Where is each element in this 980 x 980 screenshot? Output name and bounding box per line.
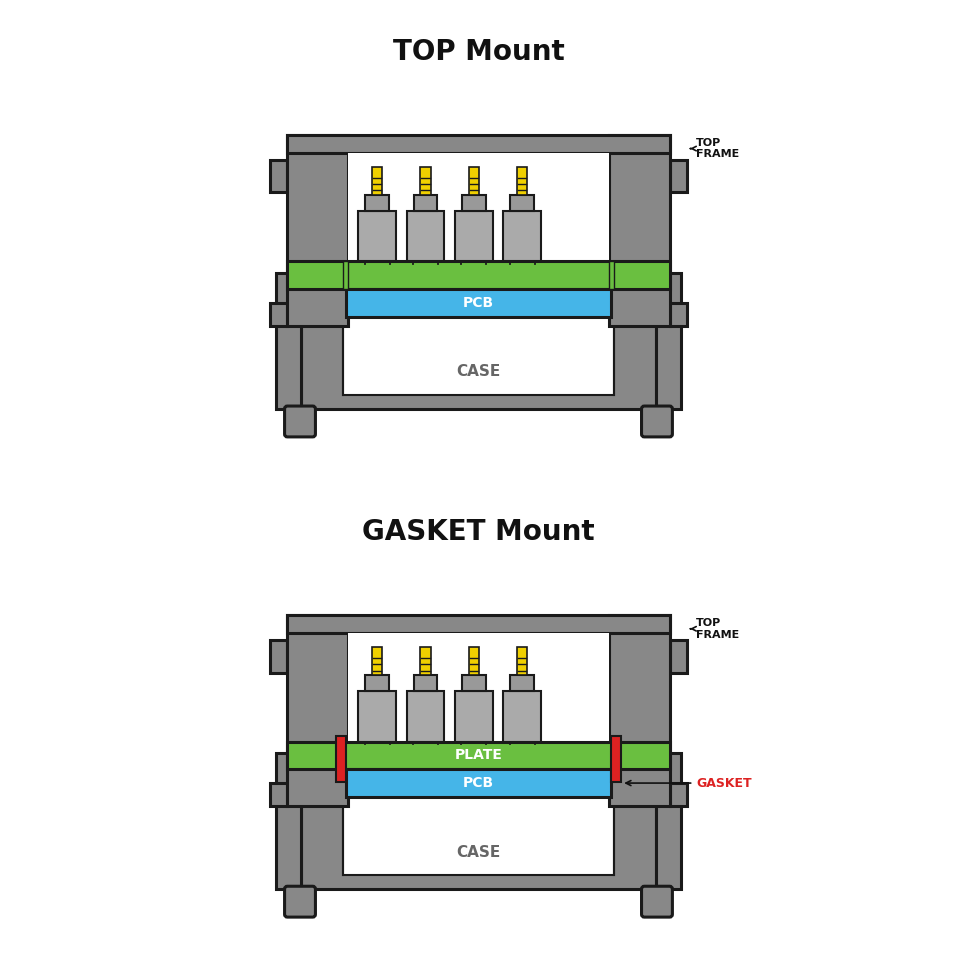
FancyBboxPatch shape [517,647,527,675]
Text: TOP Mount: TOP Mount [393,38,564,66]
FancyBboxPatch shape [642,406,672,437]
FancyBboxPatch shape [301,273,656,409]
FancyBboxPatch shape [287,134,348,326]
FancyBboxPatch shape [612,736,621,782]
FancyBboxPatch shape [669,303,687,326]
FancyBboxPatch shape [609,615,669,807]
FancyBboxPatch shape [656,273,681,409]
FancyBboxPatch shape [455,691,493,742]
FancyBboxPatch shape [270,783,287,807]
Text: TOP
FRAME: TOP FRAME [691,138,740,160]
FancyBboxPatch shape [420,167,430,195]
FancyBboxPatch shape [504,211,541,262]
FancyBboxPatch shape [414,195,437,211]
FancyBboxPatch shape [609,262,614,289]
FancyBboxPatch shape [287,615,669,633]
FancyBboxPatch shape [420,647,430,675]
Text: GASKET Mount: GASKET Mount [363,518,595,546]
FancyBboxPatch shape [656,753,681,889]
FancyBboxPatch shape [414,675,437,691]
FancyBboxPatch shape [346,289,611,317]
FancyBboxPatch shape [511,195,534,211]
FancyBboxPatch shape [366,195,389,211]
FancyBboxPatch shape [407,691,444,742]
FancyBboxPatch shape [517,167,527,195]
FancyBboxPatch shape [275,273,301,409]
FancyBboxPatch shape [609,134,669,326]
Text: TOP
FRAME: TOP FRAME [691,618,740,640]
FancyBboxPatch shape [301,753,656,889]
FancyBboxPatch shape [359,211,396,262]
Text: CASE: CASE [457,365,501,379]
FancyBboxPatch shape [287,134,669,153]
FancyBboxPatch shape [669,160,687,192]
FancyBboxPatch shape [372,167,382,195]
FancyBboxPatch shape [336,736,346,782]
Text: PCB: PCB [463,776,494,790]
FancyBboxPatch shape [343,262,348,289]
FancyBboxPatch shape [359,691,396,742]
FancyBboxPatch shape [455,211,493,262]
FancyBboxPatch shape [511,675,534,691]
FancyBboxPatch shape [287,262,669,289]
Text: GASKET: GASKET [626,776,752,790]
FancyBboxPatch shape [343,269,614,395]
FancyBboxPatch shape [642,886,672,917]
FancyBboxPatch shape [275,753,301,889]
FancyBboxPatch shape [287,742,669,769]
FancyBboxPatch shape [348,153,609,262]
Text: CASE: CASE [457,845,501,859]
FancyBboxPatch shape [284,886,316,917]
FancyBboxPatch shape [407,211,444,262]
FancyBboxPatch shape [372,647,382,675]
Text: PCB: PCB [463,296,494,310]
FancyBboxPatch shape [468,647,479,675]
FancyBboxPatch shape [669,783,687,807]
FancyBboxPatch shape [462,195,486,211]
FancyBboxPatch shape [284,406,316,437]
FancyBboxPatch shape [468,167,479,195]
FancyBboxPatch shape [343,749,614,875]
FancyBboxPatch shape [270,640,287,672]
FancyBboxPatch shape [462,675,486,691]
FancyBboxPatch shape [504,691,541,742]
FancyBboxPatch shape [366,675,389,691]
FancyBboxPatch shape [270,160,287,192]
FancyBboxPatch shape [348,633,609,742]
FancyBboxPatch shape [669,640,687,672]
FancyBboxPatch shape [270,303,287,326]
Text: PLATE: PLATE [455,749,503,762]
FancyBboxPatch shape [346,769,611,797]
FancyBboxPatch shape [287,615,348,807]
